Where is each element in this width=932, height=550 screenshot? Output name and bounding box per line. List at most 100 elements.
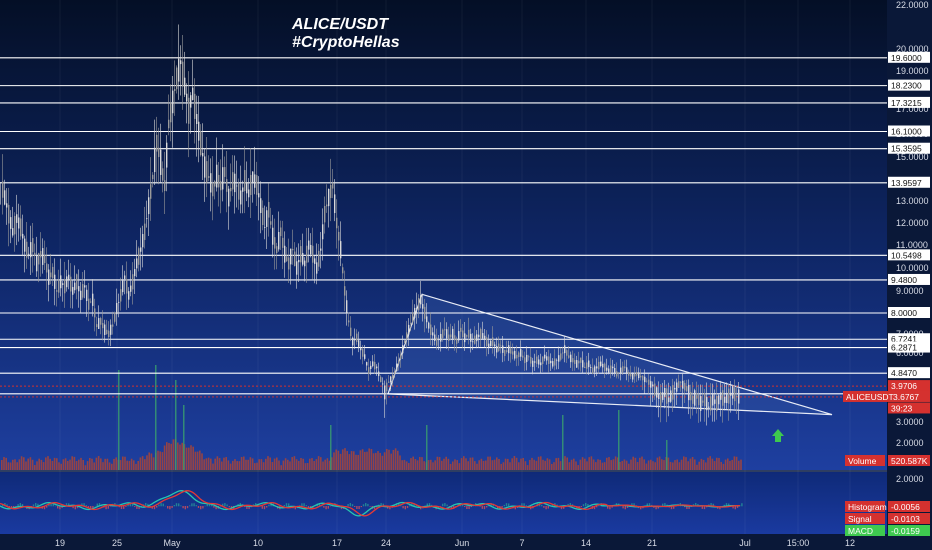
candle-body (44, 254, 46, 264)
candle-body (300, 246, 302, 263)
histogram-bar (228, 506, 230, 508)
candle-body (644, 376, 646, 383)
histogram-bar (74, 506, 76, 510)
candle-body (222, 167, 224, 190)
candle-body (108, 330, 110, 338)
candle-body (470, 333, 472, 342)
volume-bar (397, 450, 399, 470)
candle-body (660, 392, 662, 408)
candle-body (590, 367, 592, 368)
volume-bar (546, 458, 549, 470)
volume-bar (375, 452, 377, 470)
histogram-bar (468, 506, 470, 510)
volume-bar (344, 448, 346, 470)
candle-body (716, 395, 718, 412)
candle-body (448, 334, 450, 342)
volume-bar (53, 457, 56, 470)
candle-body (446, 329, 448, 339)
histogram-bar (413, 503, 415, 507)
histogram-bar (105, 506, 107, 510)
candle-body (200, 131, 202, 156)
candle-body (500, 345, 502, 347)
volume-bar (386, 449, 388, 470)
candle-body (700, 396, 702, 411)
volume-bar (601, 462, 604, 470)
candle-body (422, 304, 424, 309)
volume-bar (313, 460, 315, 470)
level-tag-box (888, 79, 930, 91)
volume-bar (460, 458, 463, 470)
volume-bar (172, 439, 175, 470)
level-tag-label: 4.8470 (891, 368, 917, 378)
candle-body (178, 58, 180, 82)
volume-bar (203, 459, 205, 470)
histogram-bar (76, 506, 79, 509)
histogram-bar (305, 505, 307, 507)
level-tag-box (888, 51, 930, 63)
histogram-bar (52, 503, 54, 507)
candle-body (362, 349, 364, 357)
volume-bar (207, 457, 210, 470)
histogram-bar (490, 503, 492, 507)
volume-bar (265, 458, 267, 470)
volume-bar (133, 460, 135, 470)
time-tick-label: 21 (647, 538, 657, 548)
histogram-bar (208, 503, 211, 507)
histogram-bar (211, 504, 213, 507)
candle-body (394, 371, 396, 374)
level-tag-box (888, 249, 930, 261)
histogram-bar (325, 506, 327, 510)
volume-bar (106, 458, 109, 470)
histogram-bar (15, 506, 17, 507)
volume-bar (379, 452, 381, 470)
histogram-bar (147, 503, 149, 507)
candle-body (258, 193, 260, 198)
histogram-bar (173, 505, 175, 507)
volume-bar (564, 456, 566, 470)
candle-body (216, 164, 218, 188)
histogram-bar (68, 503, 70, 507)
histogram-bar (631, 503, 633, 507)
volume-bar (3, 457, 5, 470)
volume-bar (707, 457, 709, 470)
histogram-bar (365, 503, 367, 507)
candle-body (652, 384, 654, 387)
volume-bar (260, 459, 263, 470)
histogram-bar (351, 504, 354, 507)
candle-body (378, 371, 380, 377)
histogram-bar (736, 506, 739, 508)
volume-bar (221, 461, 223, 470)
candle-body (488, 343, 490, 348)
histogram-bar (598, 504, 600, 507)
candle-body (674, 388, 676, 390)
candle-body (686, 386, 688, 392)
volume-bar (500, 463, 502, 470)
time-tick-label: Jun (455, 538, 470, 548)
candle-body (68, 274, 70, 280)
candle-body (632, 373, 634, 380)
volume-spike (155, 365, 157, 470)
candle-body (412, 312, 414, 323)
volume-bar (236, 461, 238, 470)
volume-bar (489, 456, 491, 470)
volume-bar (122, 456, 124, 470)
volume-bar (137, 461, 139, 470)
candle-body (234, 173, 236, 193)
time-axis-bg (0, 534, 887, 550)
candle-body (452, 328, 454, 339)
histogram-bar (400, 505, 402, 507)
volume-bar (645, 463, 648, 470)
candle-body (476, 334, 478, 342)
volume-bar (544, 460, 546, 470)
volume-bar (62, 459, 65, 470)
volume-spike (183, 405, 185, 470)
volume-bar (115, 457, 117, 470)
volume-bar (625, 460, 628, 470)
volume-bar (247, 459, 249, 470)
candle-body (712, 394, 714, 406)
candle-body (36, 255, 38, 272)
candle-body (718, 395, 720, 405)
candle-body (568, 355, 570, 358)
candle-body (254, 174, 256, 188)
